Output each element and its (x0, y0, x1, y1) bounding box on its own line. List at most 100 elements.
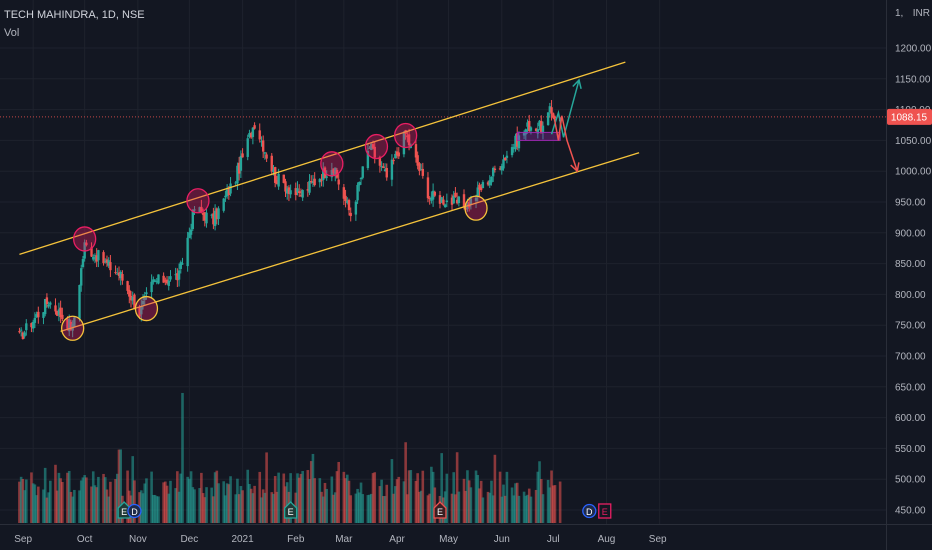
candle-body (308, 180, 311, 193)
candle-body (325, 176, 328, 178)
candle-body (205, 212, 208, 224)
candle-body (261, 140, 265, 152)
candle-body (450, 197, 454, 205)
last-price-tag (887, 108, 932, 125)
candle-body (277, 173, 280, 187)
candle-body (265, 154, 268, 159)
volume-bar (191, 487, 195, 523)
candle-body (260, 141, 263, 143)
bearish-projection-arrow-line (552, 112, 579, 172)
volume-bar (186, 476, 189, 523)
volume-bar (390, 459, 394, 523)
volume-bar (23, 490, 26, 523)
y-tick-label: 600.00 (895, 413, 926, 424)
candle-body (306, 189, 310, 191)
event-badge-label: D (131, 507, 138, 517)
volume-bar (514, 483, 517, 523)
candle-body (239, 155, 243, 171)
candle-body (541, 125, 545, 133)
candle-body (493, 168, 497, 171)
candle-body (498, 168, 502, 170)
volume-bar (217, 483, 220, 523)
volume-bar (558, 481, 562, 523)
volume-bar (383, 496, 387, 523)
support-marker-circle (134, 295, 159, 322)
volume-bar (349, 495, 353, 523)
volume-bar (61, 482, 64, 523)
candle-body (105, 259, 109, 263)
candles (18, 100, 562, 340)
candle-body (191, 209, 194, 230)
volume-bar (71, 496, 74, 523)
volume-bar (246, 469, 250, 523)
candle-body (407, 134, 411, 146)
volume-bar (421, 470, 425, 523)
volume-bar (455, 452, 459, 523)
x-tick-label: May (439, 534, 458, 545)
volume-bar (43, 467, 47, 523)
candle-body (270, 155, 273, 172)
volume-bar (157, 496, 160, 523)
candle-body (150, 281, 153, 293)
candle-body (201, 213, 205, 215)
volume-bar (167, 493, 171, 523)
candle-body (550, 107, 553, 114)
candle-body (57, 309, 61, 316)
y-tick-label: 1050.00 (895, 136, 932, 147)
volume-bar (47, 492, 50, 523)
volume-bar (229, 476, 232, 523)
candle-body (510, 147, 514, 156)
volume-bar (536, 471, 540, 523)
volume-bar (452, 472, 456, 523)
candle-body (368, 147, 371, 149)
volume-bar (546, 479, 550, 523)
volume-bar (486, 491, 490, 523)
y-tick-label: 1150.00 (895, 74, 931, 85)
volume-bar (445, 473, 449, 523)
event-badge-E: E (433, 501, 447, 519)
volume-bar (462, 478, 466, 523)
candle-body (378, 157, 382, 166)
volume-bar (325, 488, 328, 523)
volume-bar (488, 492, 492, 523)
candle-body (203, 212, 207, 221)
candle-body (383, 169, 387, 172)
volume-bar (55, 490, 59, 523)
candle-body (419, 169, 423, 171)
volume-bar (368, 494, 371, 523)
candle-body (157, 274, 160, 284)
candle-body (73, 317, 76, 327)
candle-body (198, 207, 201, 213)
volume-bar (79, 480, 83, 523)
candle-body (464, 207, 467, 210)
candle-body (222, 198, 225, 211)
candle-body (54, 305, 57, 312)
candle-body (512, 147, 515, 149)
volume-bar (91, 471, 95, 523)
candle-body (457, 196, 461, 204)
y-tick-label: 1000.00 (895, 167, 932, 178)
volume-bar (342, 471, 346, 523)
volume-bar (103, 477, 107, 523)
volume-bar (431, 471, 435, 523)
candle-body (553, 117, 557, 119)
volume-bar (481, 497, 485, 523)
candle-body (177, 270, 181, 280)
candle-body (241, 153, 244, 158)
volume-bar (152, 494, 155, 523)
volume-bar (385, 484, 389, 523)
volume-bar (378, 486, 382, 523)
volume-bar (169, 480, 172, 523)
candle-body (359, 178, 363, 180)
candle-body (90, 247, 93, 257)
candle-body (311, 181, 315, 183)
y-tick-label: 950.00 (895, 198, 926, 209)
volume-bar (78, 490, 81, 523)
candle-body (282, 174, 285, 183)
resistance-marker-circle (393, 122, 418, 149)
candle-body (452, 195, 455, 204)
volume-bar (529, 496, 533, 523)
volume-bar (478, 488, 481, 523)
candle-body (481, 182, 485, 189)
